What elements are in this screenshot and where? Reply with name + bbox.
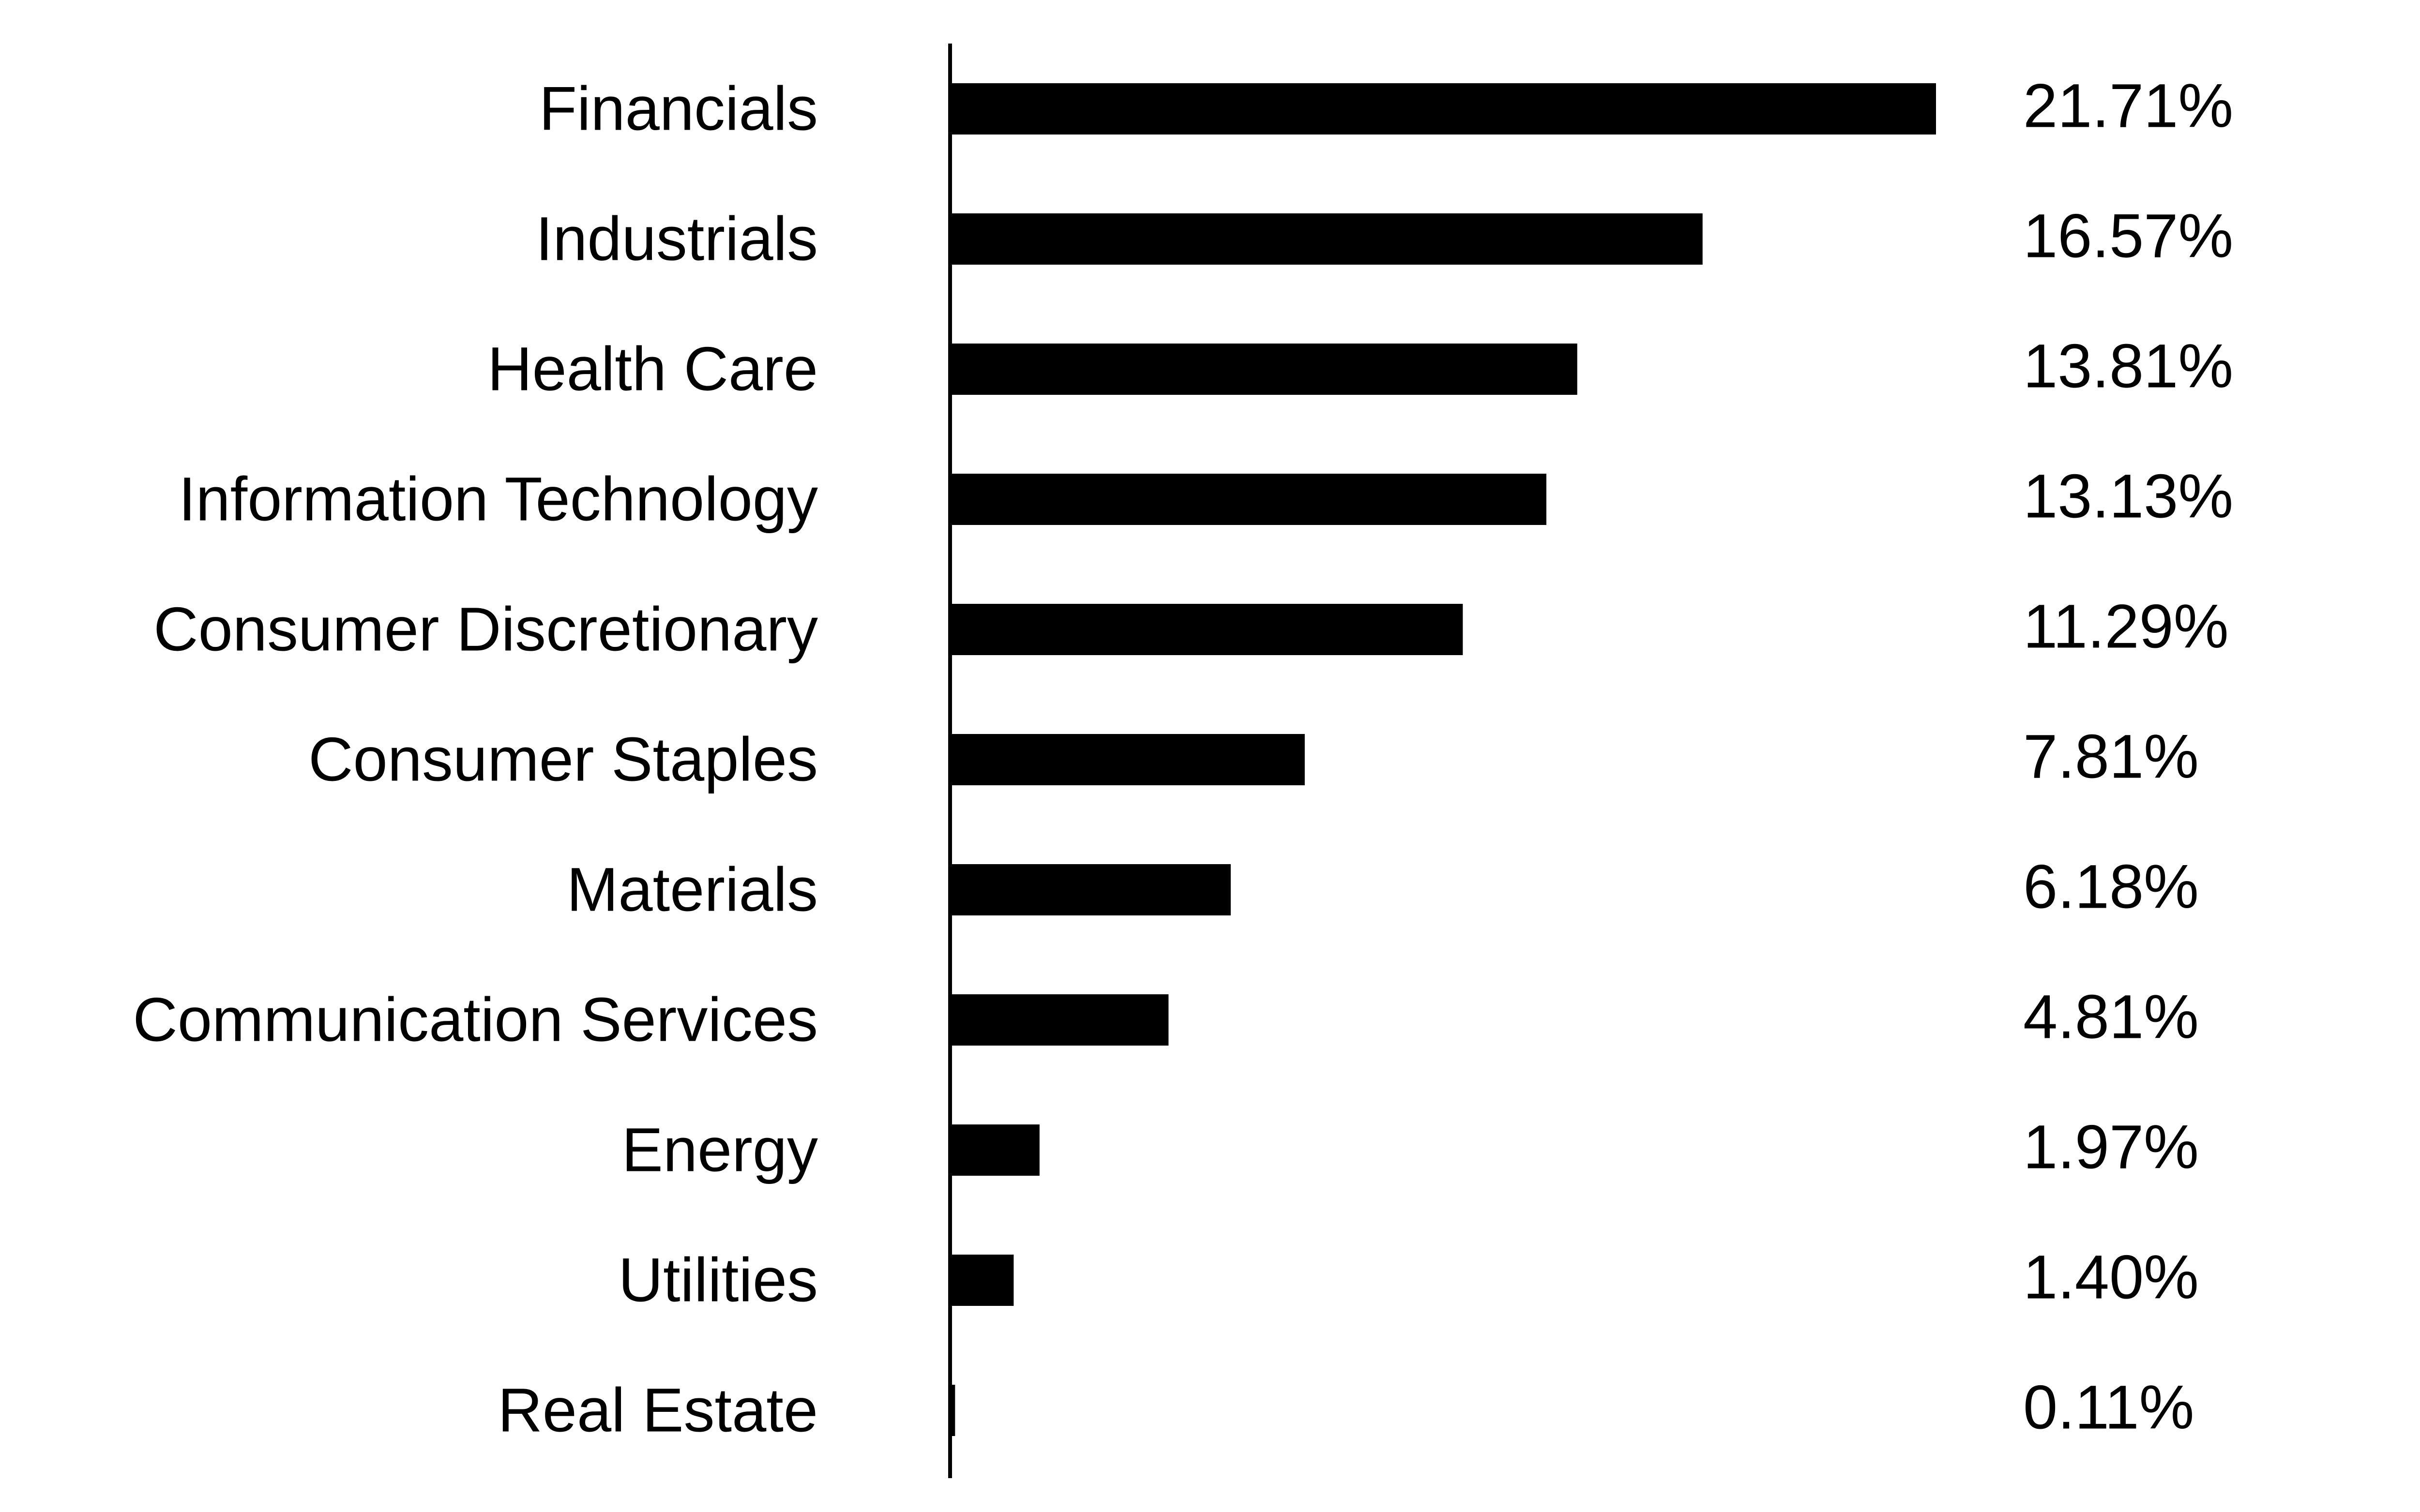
category-label-consumer-staples: Consumer Staples bbox=[308, 725, 818, 794]
category-label-financials: Financials bbox=[539, 75, 818, 144]
value-label-information-technology: 13.13% bbox=[2023, 462, 2233, 531]
bar-real-estate bbox=[950, 1385, 955, 1436]
bar-consumer-discretionary bbox=[950, 604, 1463, 655]
value-label-communication-services: 4.81% bbox=[2023, 983, 2199, 1052]
value-label-health-care: 13.81% bbox=[2023, 332, 2233, 401]
category-label-utilities: Utilities bbox=[619, 1246, 818, 1315]
bar-materials bbox=[950, 864, 1231, 915]
bar-communication-services bbox=[950, 994, 1169, 1046]
bar-energy bbox=[950, 1124, 1040, 1176]
value-label-energy: 1.97% bbox=[2023, 1113, 2199, 1182]
value-label-utilities: 1.40% bbox=[2023, 1243, 2199, 1312]
bar-consumer-staples bbox=[950, 734, 1305, 785]
bars-group bbox=[950, 83, 1936, 1436]
bar-industrials bbox=[950, 213, 1703, 265]
value-label-consumer-discretionary: 11.29% bbox=[2023, 592, 2229, 661]
value-label-consumer-staples: 7.81% bbox=[2023, 722, 2199, 792]
category-label-information-technology: Information Technology bbox=[179, 465, 818, 534]
category-labels-group: Financials Industrials Health Care Informat… bbox=[133, 75, 818, 1445]
value-label-real-estate: 0.11% bbox=[2023, 1373, 2194, 1442]
value-label-materials: 6.18% bbox=[2023, 853, 2199, 922]
bar-information-technology bbox=[950, 474, 1546, 525]
category-label-consumer-discretionary: Consumer Discretionary bbox=[153, 595, 818, 664]
category-label-health-care: Health Care bbox=[487, 335, 818, 404]
value-label-industrials: 16.57% bbox=[2023, 202, 2233, 271]
bar-financials bbox=[950, 83, 1936, 135]
bar-health-care bbox=[950, 344, 1577, 395]
value-labels-group: 21.71% 16.57% 13.81% 13.13% 11.29% 7.81% 6.18%… bbox=[2023, 72, 2233, 1442]
category-label-materials: Materials bbox=[567, 855, 818, 925]
category-label-energy: Energy bbox=[621, 1116, 818, 1185]
category-label-industrials: Industrials bbox=[536, 205, 818, 274]
bar-utilities bbox=[950, 1255, 1014, 1306]
category-label-real-estate: Real Estate bbox=[498, 1376, 818, 1445]
value-label-financials: 21.71% bbox=[2023, 72, 2233, 141]
category-label-communication-services: Communication Services bbox=[133, 986, 818, 1055]
